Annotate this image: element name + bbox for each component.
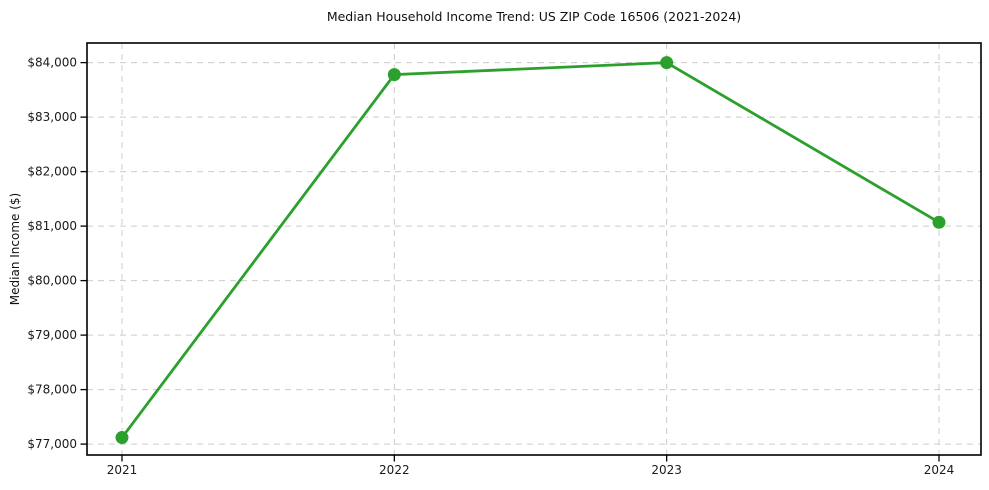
x-tick-label: 2021: [107, 463, 138, 477]
x-tick-label: 2023: [651, 463, 682, 477]
y-tick-label: $80,000: [27, 274, 77, 288]
x-tick-label: 2022: [379, 463, 410, 477]
x-tick-label: 2024: [924, 463, 955, 477]
y-tick-label: $84,000: [27, 56, 77, 70]
y-tick-label: $79,000: [27, 328, 77, 342]
data-point-marker: [115, 431, 129, 445]
y-tick-label: $77,000: [27, 437, 77, 451]
y-tick-label: $78,000: [27, 383, 77, 397]
data-point-marker: [387, 68, 401, 82]
data-point-marker: [660, 56, 674, 70]
data-point-marker: [932, 215, 946, 229]
chart-title: Median Household Income Trend: US ZIP Co…: [326, 9, 742, 24]
y-tick-label: $81,000: [27, 219, 77, 233]
trend-line: [120, 61, 941, 439]
y-tick-label: $83,000: [27, 110, 77, 124]
y-tick-label: $82,000: [27, 165, 77, 179]
